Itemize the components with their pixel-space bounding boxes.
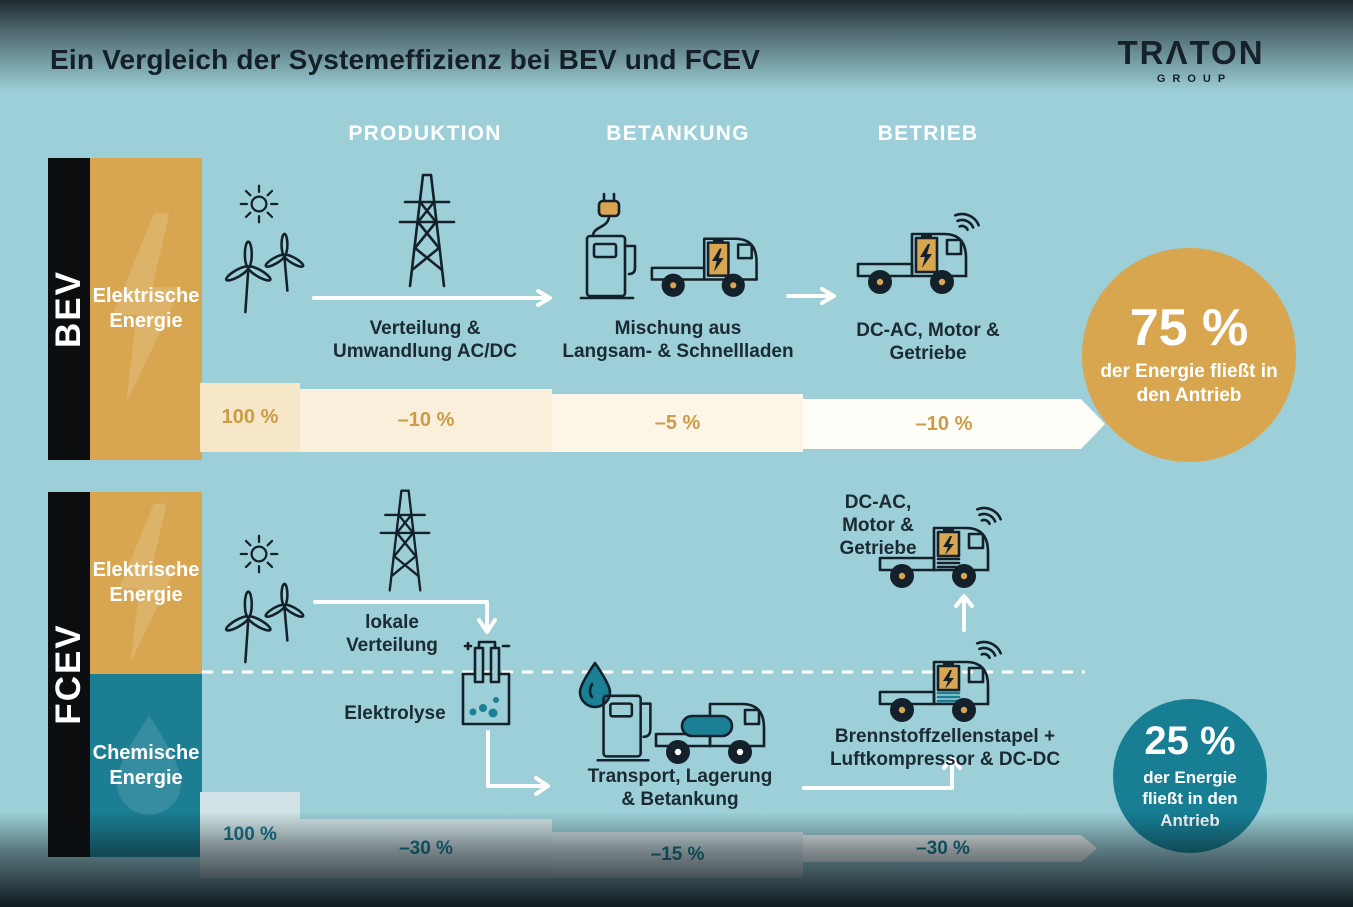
fcev-row-label: FCEV <box>49 623 88 725</box>
bev-loss-bar-betrieb: –10 % <box>803 399 1105 449</box>
power-pylon-icon <box>379 489 431 592</box>
bev-result-badge: 75 % der Energie fließt in den Antrieb <box>1082 248 1296 462</box>
bev-electric-energy-block: Elektrische Energie <box>90 158 202 460</box>
column-header-produktion: PRODUKTION <box>348 122 502 145</box>
drop-watermark-icon <box>116 715 182 815</box>
lightning-watermark-icon <box>119 503 177 663</box>
fcev-loss-bar-100: 100 % <box>200 792 300 878</box>
sun-icon <box>239 184 279 224</box>
bev-energy-label: Elektrische Energie <box>92 285 200 332</box>
electrolysis-cell-icon <box>461 640 511 726</box>
fcev-step-brennstoffzelle-label: Brennstoffzellenstapel + Luftkompressor … <box>829 726 1061 770</box>
arrow-elbow-down-icon <box>313 600 497 634</box>
bev-row-bar <box>48 158 90 460</box>
fcev-result-caption: der Energie fließt in den Antrieb <box>1142 768 1238 830</box>
column-header-betrieb: BETRIEB <box>877 122 979 145</box>
lightning-watermark-icon <box>112 213 182 403</box>
bev-step-produktion-label: Verteilung & Umwandlung AC/DC <box>332 318 517 362</box>
fcev-result-value: 25 % <box>1144 719 1236 764</box>
bev-loss-bar-produktion: –10 % <box>300 389 552 452</box>
truck-fuel-cell-icon <box>878 640 1002 722</box>
bev-result-caption: der Energie fließt in den Antrieb <box>1100 361 1278 406</box>
power-pylon-icon <box>398 173 456 288</box>
fcev-result-badge: 25 % der Energie fließt in den Antrieb <box>1113 699 1267 853</box>
truck-fuel-cell-icon <box>878 506 1002 588</box>
fcev-chemical-energy-label: Chemische Energie <box>92 741 200 789</box>
fcev-step-betankung-label: Transport, Lagerung & Betankung <box>587 766 773 810</box>
bev-result-value: 75 % <box>1129 299 1249 358</box>
arrow-up-icon <box>954 594 974 632</box>
fcev-step-antrieb-label: DC-AC, Motor & Getriebe <box>839 492 917 559</box>
arrow-right-icon <box>312 289 552 307</box>
fcev-electric-energy-block: Elektrische Energie <box>90 492 202 674</box>
bev-row-label: BEV <box>49 270 88 348</box>
fcev-loss-bar-betankung: –15 % <box>552 832 803 878</box>
fcev-chemical-energy-block: Chemische Energie <box>90 674 202 857</box>
fcev-row-bar <box>48 492 90 857</box>
bev-loss-bar-100: 100 % <box>200 383 300 452</box>
arrow-elbow-up-icon <box>802 756 962 790</box>
wind-turbines-icon <box>224 582 305 664</box>
water-drop-icon <box>578 661 612 709</box>
fcev-loss-bar-betrieb: –30 % <box>803 835 1097 862</box>
fcev-electric-energy-label: Elektrische Energie <box>92 559 200 606</box>
traton-logo-brand: TRΛTON <box>1117 34 1265 71</box>
page-title: Ein Vergleich der Systemeffizienz bei BE… <box>50 44 761 75</box>
column-header-betankung: BETANKUNG <box>606 122 750 145</box>
bev-step-betrieb-label: DC-AC, Motor & Getriebe <box>856 320 1000 364</box>
wind-turbines-icon <box>224 232 305 314</box>
traton-logo: TRΛTON GROUP <box>1112 36 1270 85</box>
traton-logo-group: GROUP <box>1156 73 1233 85</box>
truck-battery-icon <box>650 237 758 297</box>
arrow-elbow-right-icon <box>486 730 550 796</box>
sun-icon <box>239 534 279 574</box>
bev-step-betankung-label: Mischung aus Langsam- & Schnellladen <box>562 318 794 362</box>
fcev-step-verteilung-label: lokale Verteilung <box>346 612 438 656</box>
truck-connected-icon <box>856 212 980 294</box>
charging-station-icon <box>579 192 637 300</box>
fcev-step-elektrolyse-label: Elektrolyse <box>344 703 446 724</box>
truck-hydrogen-tank-icon <box>654 702 766 764</box>
fuel-pump-icon <box>596 694 652 762</box>
dashed-divider <box>202 670 1085 674</box>
fcev-loss-bar-produktion: –30 % <box>300 819 552 878</box>
arrow-right-icon <box>786 287 836 305</box>
bev-loss-bar-betankung: –5 % <box>552 394 803 452</box>
